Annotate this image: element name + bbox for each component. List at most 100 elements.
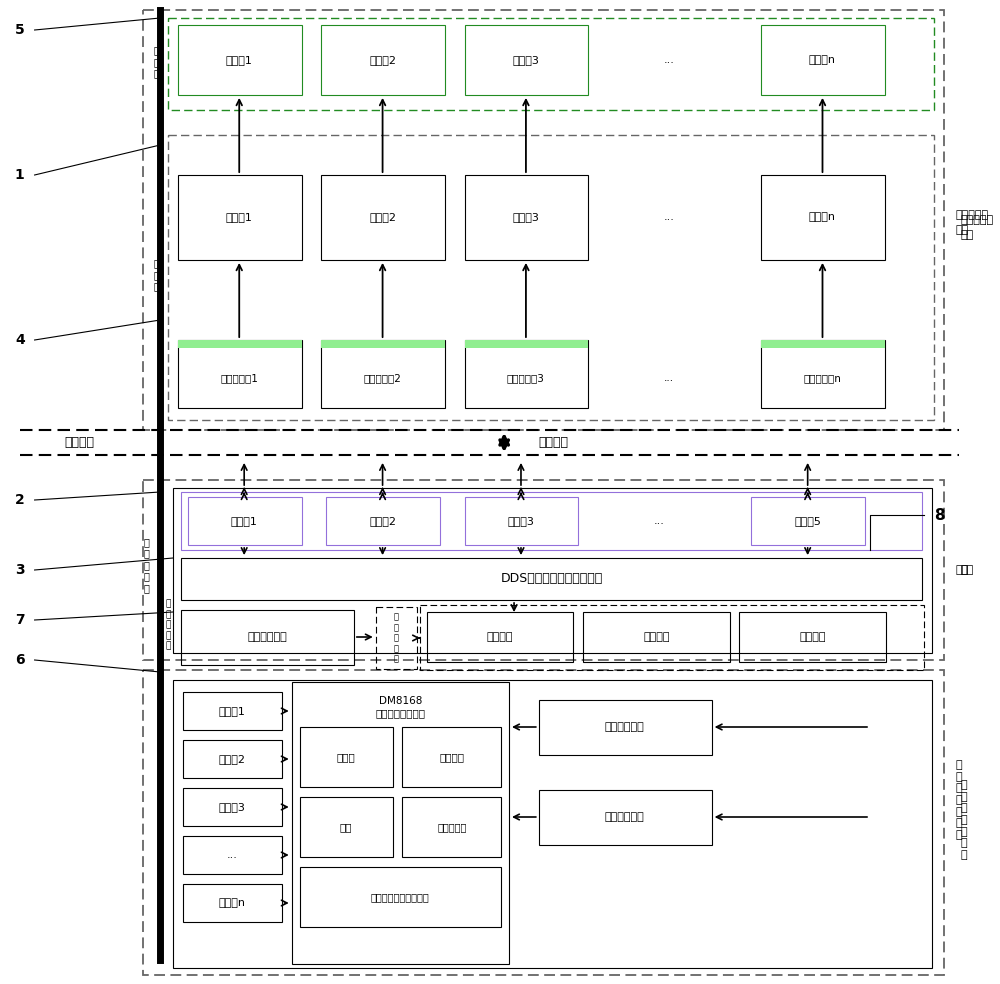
Bar	[761, 340, 885, 348]
Bar	[292, 682, 509, 964]
Text: 控制链路: 控制链路	[539, 437, 569, 450]
Bar	[608, 340, 732, 408]
Text: 控
制
管
理
层: 控 制 管 理 层	[143, 537, 149, 593]
Text: DDS飞行任务数据解析中心: DDS飞行任务数据解析中心	[500, 573, 603, 585]
Bar	[173, 488, 932, 653]
Text: 飞行任务接口: 飞行任务接口	[247, 632, 287, 642]
Bar	[181, 492, 922, 550]
Bar	[427, 612, 573, 662]
Text: 载
荷
层: 载 荷 层	[153, 45, 159, 79]
Bar	[583, 612, 730, 662]
Bar	[183, 692, 282, 730]
Text: 任
务
管
理
机: 任 务 管 理 机	[165, 599, 171, 650]
Bar	[183, 788, 282, 826]
Bar	[321, 340, 445, 408]
Bar	[608, 175, 732, 260]
Text: 地面站3: 地面站3	[508, 516, 534, 526]
Text: 传感器2: 传感器2	[369, 55, 396, 65]
Text: 无人机1: 无人机1	[226, 212, 253, 222]
Text: 飞行控制器n: 飞行控制器n	[804, 373, 841, 383]
Text: 集群: 集群	[956, 225, 969, 235]
Text: 地面站5: 地面站5	[794, 516, 821, 526]
Text: 执
行
层: 执 行 层	[153, 259, 159, 291]
Text: DM8168
多路视频处理系统: DM8168 多路视频处理系统	[375, 697, 425, 717]
Bar	[465, 340, 588, 408]
Text: 集群: 集群	[961, 230, 974, 240]
Text: 人机交互: 人机交互	[439, 752, 464, 762]
Bar	[761, 25, 885, 95]
Text: 地面站1: 地面站1	[231, 516, 258, 526]
Bar	[539, 700, 712, 755]
Bar	[178, 25, 302, 95]
Text: 4: 4	[15, 333, 25, 347]
Text: 传感器管理: 传感器管理	[437, 822, 466, 832]
Text: 传感器n: 传感器n	[809, 55, 836, 65]
Bar	[739, 612, 886, 662]
Text: ...: ...	[664, 55, 675, 65]
Text: 地面站2: 地面站2	[369, 516, 396, 526]
Bar	[751, 497, 865, 545]
Text: 5: 5	[15, 23, 25, 37]
Text: 感
知
数
据
管
理
层: 感 知 数 据 管 理 层	[961, 780, 968, 860]
Bar	[300, 867, 501, 927]
Bar	[143, 480, 944, 660]
Text: 地面: 地面	[956, 565, 969, 575]
Bar	[465, 175, 588, 260]
Bar	[761, 340, 885, 408]
Bar	[761, 175, 885, 260]
Text: 7: 7	[15, 613, 25, 627]
Text: ...: ...	[664, 373, 674, 383]
Text: ...: ...	[227, 850, 238, 860]
Bar	[178, 340, 302, 408]
Bar	[143, 10, 944, 430]
Text: 无人机n: 无人机n	[809, 212, 836, 222]
Text: 8: 8	[934, 508, 944, 523]
Text: 信息流n: 信息流n	[219, 898, 246, 908]
Text: 多路并行视频图像处理: 多路并行视频图像处理	[371, 892, 430, 902]
Bar	[608, 25, 732, 95]
Bar	[178, 340, 302, 348]
Bar	[188, 497, 302, 545]
Text: 无人机2: 无人机2	[369, 212, 396, 222]
Bar	[183, 740, 282, 778]
Bar	[168, 135, 934, 420]
Text: 任务规划: 任务规划	[643, 632, 670, 642]
Bar	[183, 884, 282, 922]
Bar	[300, 727, 393, 787]
Text: 感知数据接口: 感知数据接口	[605, 812, 645, 822]
Text: 感知任务接口: 感知任务接口	[605, 722, 645, 732]
Text: 感
知
数
据
管
理
层: 感 知 数 据 管 理 层	[956, 761, 963, 839]
Text: 2: 2	[15, 493, 25, 507]
Bar	[321, 340, 445, 348]
Text: 3: 3	[15, 563, 25, 577]
Text: 空中无人机: 空中无人机	[961, 215, 994, 225]
Text: 6: 6	[15, 653, 25, 667]
Bar	[181, 558, 922, 600]
Bar	[465, 340, 588, 348]
Text: 传感器3: 传感器3	[512, 55, 539, 65]
Bar	[376, 607, 417, 669]
Text: 信息流3: 信息流3	[219, 802, 246, 812]
Bar	[603, 497, 717, 545]
Text: 多
致
平
性
台: 多 致 平 性 台	[394, 613, 399, 663]
Text: 传感器1: 传感器1	[226, 55, 253, 65]
Text: 无人机3: 无人机3	[512, 212, 539, 222]
Bar	[465, 25, 588, 95]
Bar	[173, 680, 932, 968]
Text: 空中无人机: 空中无人机	[956, 210, 989, 220]
Text: 帧解码: 帧解码	[337, 752, 355, 762]
Bar	[402, 727, 501, 787]
Text: 队形控制: 队形控制	[487, 632, 513, 642]
Bar	[183, 836, 282, 874]
Bar	[420, 605, 924, 670]
Bar	[168, 18, 934, 110]
Text: 1: 1	[15, 168, 25, 182]
Text: 信息流2: 信息流2	[219, 754, 246, 764]
Text: ...: ...	[664, 212, 675, 222]
Bar	[300, 797, 393, 857]
Bar	[143, 670, 944, 975]
Text: 飞行控制器1: 飞行控制器1	[220, 373, 258, 383]
Bar	[181, 610, 354, 665]
Bar	[178, 175, 302, 260]
Text: 飞行控制器2: 飞行控制器2	[364, 373, 402, 383]
